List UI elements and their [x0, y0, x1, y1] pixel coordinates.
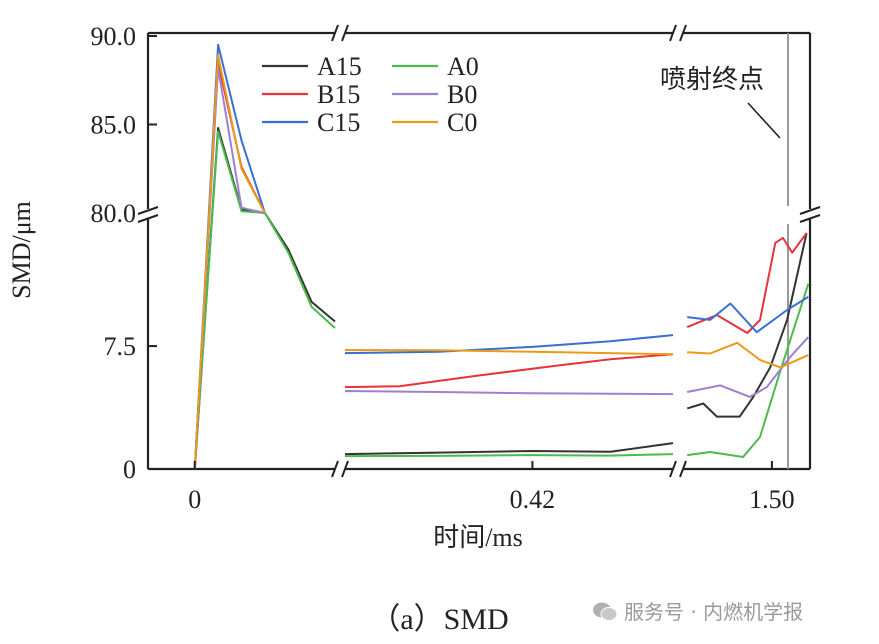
series-A0-line — [687, 283, 810, 458]
legend-label-B0: B0 — [447, 80, 477, 109]
smd-chart: 0 7.5 80.0 85.0 90.0 0 0.42 1.50 SMD/μm 时间/ms 喷… — [7, 22, 821, 552]
series-B15-line — [344, 353, 674, 389]
series-B0-line — [344, 390, 674, 396]
legend-label-A0: A0 — [447, 52, 479, 81]
series-A0-line — [344, 453, 674, 458]
watermark: 服务号 · 内燃机学报 — [592, 596, 803, 625]
x-tick-label: 0 — [188, 485, 201, 514]
series-A15-line — [686, 232, 808, 418]
legend-label-C0: C0 — [447, 108, 477, 137]
series-C0-line — [193, 54, 266, 470]
legend: A15 A0 B15 B0 C15 C0 — [262, 52, 479, 137]
figure-caption: （a）SMD — [370, 603, 509, 636]
annotation-text: 喷射终点 — [660, 65, 764, 94]
series-B0-line — [687, 336, 810, 398]
x-tick-label: 0.42 — [510, 485, 556, 514]
legend-label-B15: B15 — [317, 80, 360, 109]
y-tick-label: 80.0 — [91, 199, 137, 228]
x-axis-label: 时间/ms — [433, 523, 523, 552]
y-tick-label: 85.0 — [91, 111, 137, 140]
annotation-leader-line — [747, 102, 781, 139]
series-B15-line — [686, 232, 808, 334]
y-axis-label: SMD/μm — [7, 201, 36, 299]
y-tick-label: 90.0 — [91, 22, 137, 51]
plot-frame — [137, 24, 821, 478]
x-break-top-2 — [669, 24, 687, 42]
y-break-right — [799, 206, 821, 223]
legend-label-C15: C15 — [317, 108, 360, 137]
series-C0-line — [687, 341, 809, 369]
wechat-icon — [593, 602, 618, 621]
x-break-top-1 — [331, 24, 349, 42]
x-break-bottom-1 — [331, 460, 349, 478]
series-C15-line — [344, 334, 674, 355]
series-A15-line — [193, 127, 336, 470]
axis-ticks: 0 7.5 80.0 85.0 90.0 0 0.42 1.50 — [91, 22, 795, 514]
series-lines — [193, 43, 810, 470]
watermark-text: 服务号 · 内燃机学报 — [624, 600, 804, 624]
x-tick-label: 1.50 — [749, 485, 795, 514]
series-C0-line — [344, 349, 674, 356]
series-C15-line — [687, 296, 809, 334]
series-A15-line — [344, 442, 674, 456]
y-tick-label: 0 — [123, 455, 136, 484]
legend-label-A15: A15 — [317, 52, 362, 81]
series-A0-line — [193, 130, 336, 470]
y-tick-label: 7.5 — [104, 332, 137, 361]
y-break-left — [137, 206, 159, 223]
x-break-bottom-2 — [669, 460, 687, 478]
